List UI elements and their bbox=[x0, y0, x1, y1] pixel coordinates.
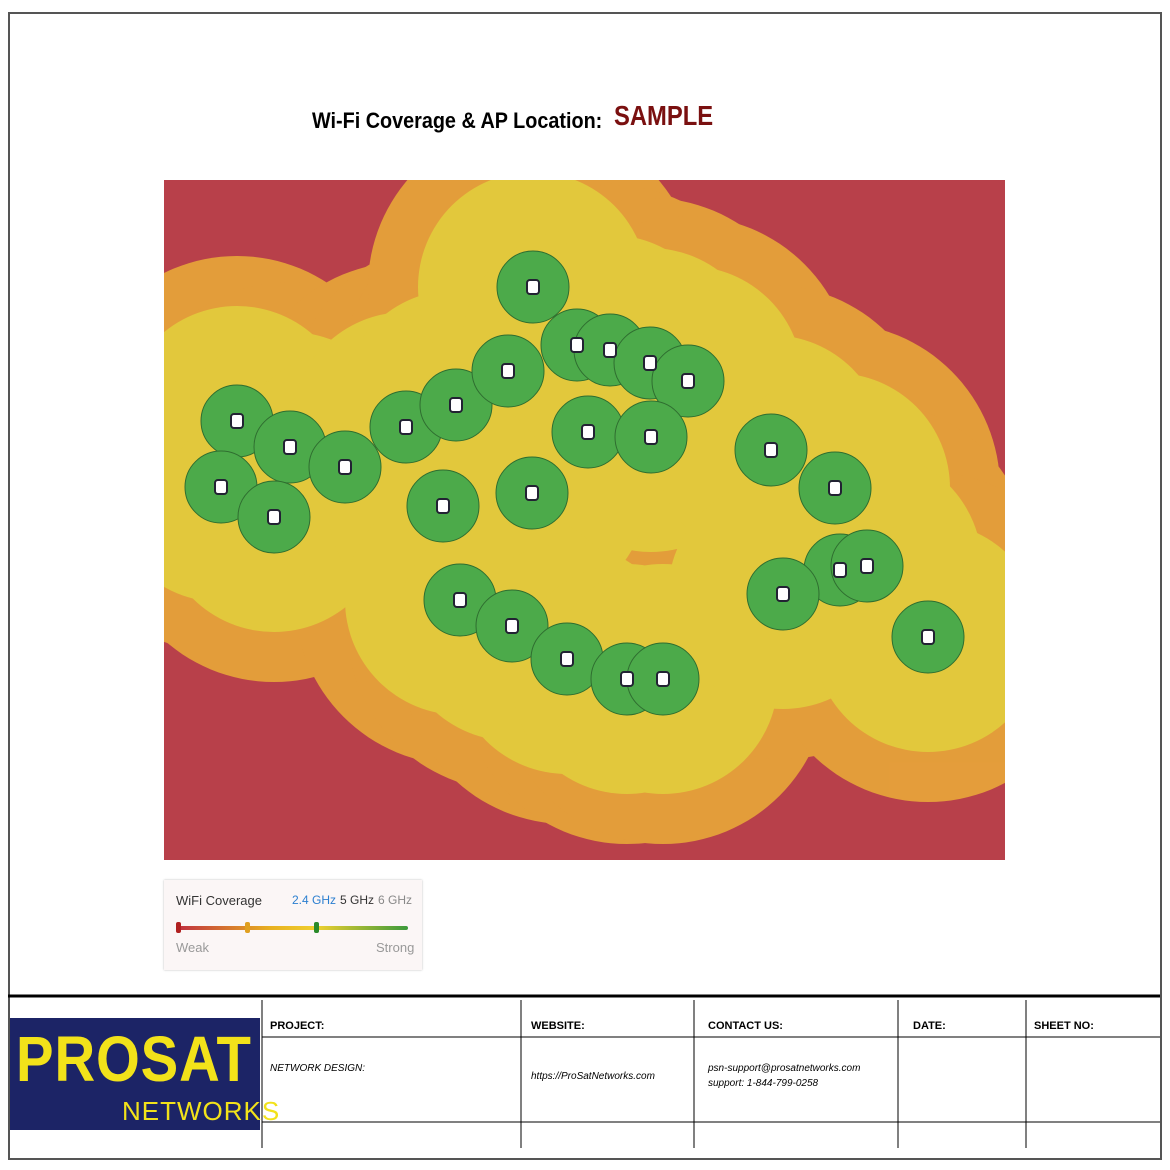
title-block-lines bbox=[8, 994, 1160, 1148]
band[interactable]: 5 GHz bbox=[340, 893, 375, 907]
marker bbox=[314, 922, 319, 933]
logo-sub: NETWORKS bbox=[122, 1096, 281, 1126]
access-point bbox=[620, 671, 634, 687]
frame bbox=[8, 12, 1162, 1160]
access-point bbox=[643, 355, 657, 371]
access-point bbox=[681, 373, 695, 389]
access-point bbox=[603, 342, 617, 358]
access-point bbox=[525, 485, 539, 501]
header-cell: PROJECT: bbox=[270, 1020, 325, 1032]
project: NETWORK DESIGN: bbox=[270, 1063, 366, 1074]
access-point bbox=[453, 592, 467, 608]
marker bbox=[245, 922, 250, 933]
access-point bbox=[449, 397, 463, 413]
gradient-bar bbox=[178, 926, 408, 930]
website[interactable]: https://ProSatNetworks.com bbox=[531, 1071, 655, 1082]
access-point bbox=[338, 459, 352, 475]
access-point bbox=[764, 442, 778, 458]
access-point bbox=[436, 498, 450, 514]
access-point bbox=[501, 363, 515, 379]
access-point bbox=[570, 337, 584, 353]
contact-phone: support: 1-844-799-0258 bbox=[708, 1078, 819, 1089]
legend: WiFi Coverage 2.4 GHz 5 GHz 6 GHz Weak S… bbox=[164, 880, 422, 970]
contact-email[interactable]: psn-support@prosatnetworks.com bbox=[708, 1063, 861, 1074]
sample-tag: SAMPLE bbox=[614, 100, 714, 131]
access-point bbox=[656, 671, 670, 687]
access-point bbox=[230, 413, 244, 429]
access-point bbox=[560, 651, 574, 667]
logo: PROSAT NETWORKS bbox=[10, 1018, 279, 1130]
band[interactable]: 2.4 GHz bbox=[292, 893, 337, 907]
marker bbox=[176, 922, 181, 933]
access-point bbox=[267, 509, 281, 525]
access-point bbox=[833, 562, 847, 578]
header-cell: WEBSITE: bbox=[531, 1020, 585, 1032]
legend-low: Weak bbox=[176, 940, 209, 955]
header-cell: CONTACT US: bbox=[708, 1020, 783, 1032]
access-point bbox=[776, 586, 790, 602]
access-point bbox=[644, 429, 658, 445]
logo-name: PROSAT bbox=[16, 1023, 252, 1095]
header-cell: SHEET NO: bbox=[1034, 1020, 1094, 1032]
legend-high: Strong bbox=[376, 940, 415, 955]
access-point bbox=[526, 279, 540, 295]
access-point bbox=[581, 424, 595, 440]
page-title: Wi-Fi Coverage & AP Location: bbox=[312, 108, 603, 133]
legend-title: WiFi Coverage bbox=[176, 893, 262, 908]
access-point bbox=[860, 558, 874, 574]
access-point bbox=[505, 618, 519, 634]
access-point bbox=[921, 629, 935, 645]
access-point bbox=[214, 479, 228, 495]
access-point bbox=[399, 419, 413, 435]
access-point bbox=[828, 480, 842, 496]
coverage-map bbox=[164, 180, 1005, 860]
band[interactable]: 6 GHz bbox=[378, 893, 413, 907]
header-cell: DATE: bbox=[913, 1020, 946, 1032]
access-point bbox=[283, 439, 297, 455]
